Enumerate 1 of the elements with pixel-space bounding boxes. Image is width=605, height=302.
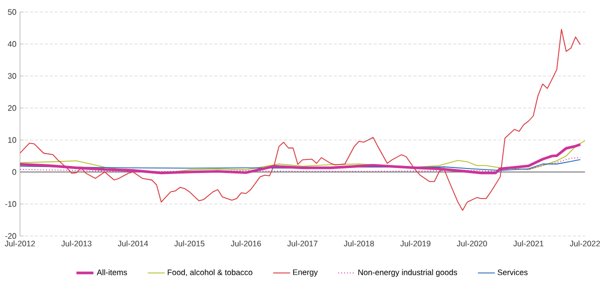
- line-series: [20, 28, 581, 211]
